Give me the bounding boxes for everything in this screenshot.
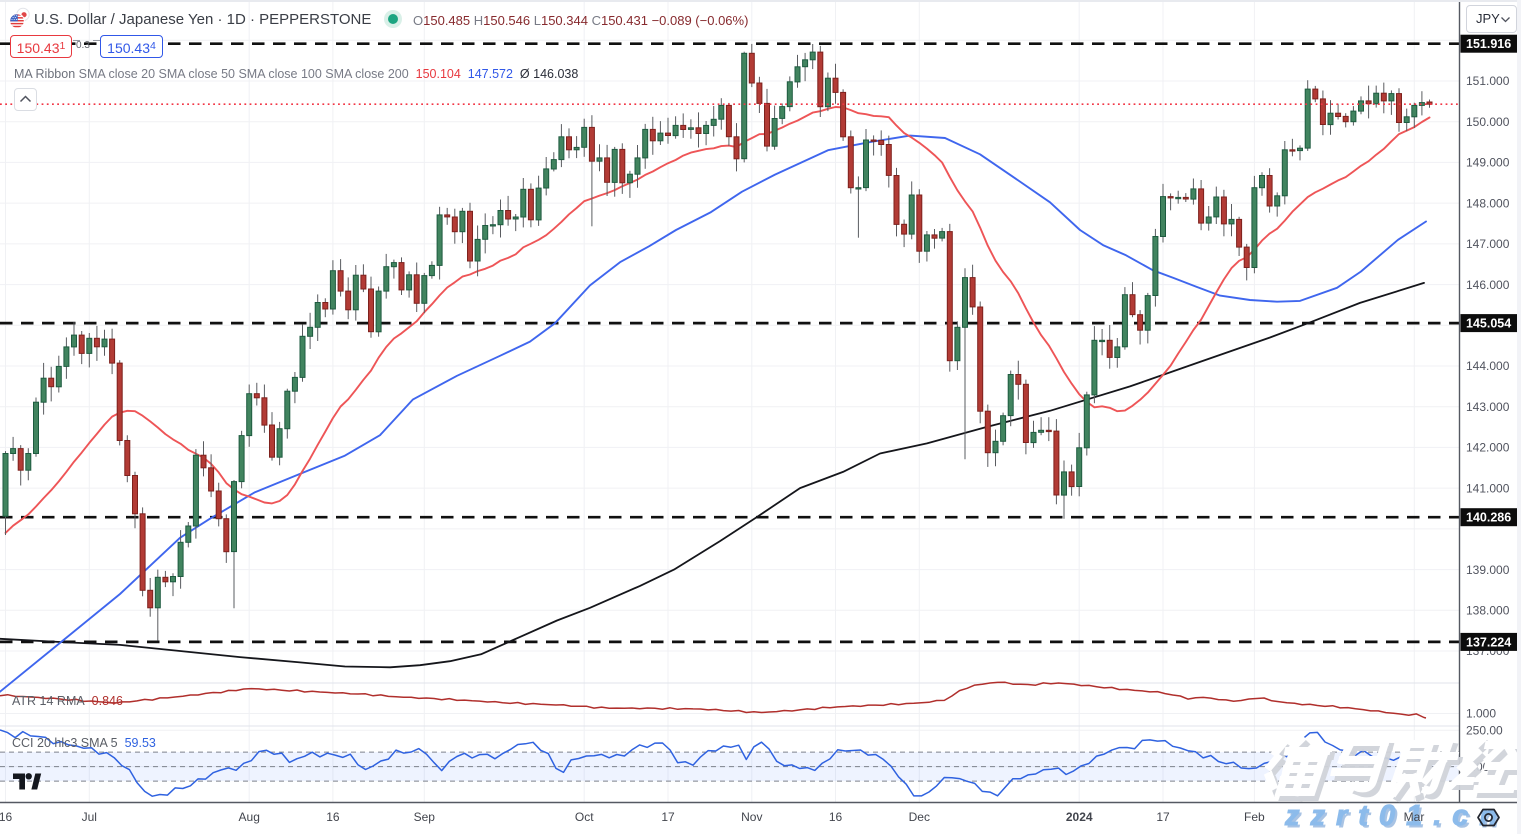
svg-text:147.000: 147.000: [1466, 237, 1510, 251]
svg-text:Mar: Mar: [1404, 810, 1425, 824]
svg-text:144.000: 144.000: [1466, 359, 1510, 373]
svg-text:17: 17: [1156, 810, 1170, 824]
svg-text:142.000: 142.000: [1466, 441, 1510, 455]
svg-text:139.000: 139.000: [1466, 563, 1510, 577]
svg-text:16: 16: [829, 810, 843, 824]
svg-text:Dec: Dec: [909, 810, 930, 824]
svg-text:140.286: 140.286: [1466, 511, 1511, 525]
svg-text:16: 16: [326, 810, 340, 824]
svg-text:1.000: 1.000: [1466, 707, 1496, 721]
svg-text:145.054: 145.054: [1466, 317, 1511, 331]
svg-text:16: 16: [0, 810, 12, 824]
svg-text:Aug: Aug: [239, 810, 260, 824]
svg-text:17: 17: [661, 810, 675, 824]
svg-text:Oct: Oct: [575, 810, 594, 824]
svg-text:Sep: Sep: [414, 810, 436, 824]
svg-text:138.000: 138.000: [1466, 604, 1510, 618]
svg-text:151.916: 151.916: [1466, 37, 1511, 51]
svg-text:Feb: Feb: [1244, 810, 1265, 824]
svg-text:Nov: Nov: [741, 810, 762, 824]
svg-text:2024: 2024: [1066, 810, 1093, 824]
svg-text:150.000: 150.000: [1466, 115, 1510, 129]
svg-text:250.00: 250.00: [1466, 724, 1503, 738]
svg-text:151.000: 151.000: [1466, 74, 1510, 88]
svg-text:Jul: Jul: [82, 810, 97, 824]
svg-text:143.000: 143.000: [1466, 400, 1510, 414]
svg-text:141.000: 141.000: [1466, 481, 1510, 495]
svg-text:149.000: 149.000: [1466, 156, 1510, 170]
svg-text:148.000: 148.000: [1466, 196, 1510, 210]
svg-text:146.000: 146.000: [1466, 278, 1510, 292]
svg-text:137.224: 137.224: [1466, 635, 1511, 649]
